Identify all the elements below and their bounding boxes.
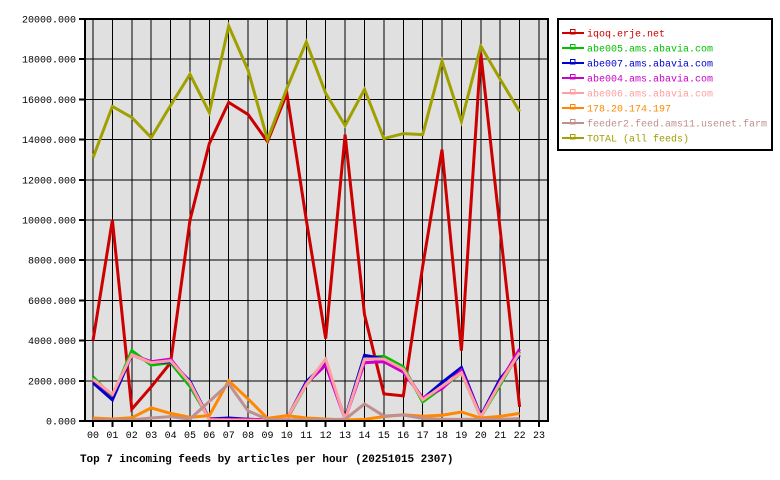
svg-text:abe006.ams.abavia.com: abe006.ams.abavia.com: [587, 89, 713, 101]
svg-text:10000.000: 10000.000: [22, 217, 76, 228]
svg-text:21: 21: [494, 431, 506, 442]
svg-text:6000.000: 6000.000: [28, 297, 76, 308]
svg-text:2000.000: 2000.000: [28, 377, 76, 388]
svg-text:0.000: 0.000: [46, 418, 76, 429]
svg-text:18: 18: [436, 431, 448, 442]
svg-text:abe005.ams.abavia.com: abe005.ams.abavia.com: [587, 44, 713, 56]
svg-text:12000.000: 12000.000: [22, 176, 76, 187]
svg-text:4000.000: 4000.000: [28, 337, 76, 348]
svg-text:20: 20: [475, 431, 487, 442]
svg-text:00: 00: [87, 431, 99, 442]
svg-text:abe007.ams.abavia.com: abe007.ams.abavia.com: [587, 59, 713, 71]
svg-text:16: 16: [397, 431, 409, 442]
svg-text:12: 12: [320, 431, 332, 442]
svg-text:22: 22: [514, 431, 526, 442]
svg-text:07: 07: [223, 431, 235, 442]
svg-text:14000.000: 14000.000: [22, 136, 76, 147]
svg-text:20000.000: 20000.000: [22, 16, 76, 27]
svg-text:15: 15: [378, 431, 390, 442]
svg-text:05: 05: [184, 431, 196, 442]
svg-text:feeder2.feed.ams11.usenet.farm: feeder2.feed.ams11.usenet.farm: [587, 119, 767, 131]
svg-text:06: 06: [203, 431, 215, 442]
svg-text:04: 04: [165, 431, 177, 442]
svg-text:19: 19: [455, 431, 467, 442]
svg-text:23: 23: [533, 431, 545, 442]
svg-text:02: 02: [126, 431, 138, 442]
svg-text:iqoq.erje.net: iqoq.erje.net: [587, 29, 665, 41]
svg-text:08: 08: [242, 431, 254, 442]
svg-text:10: 10: [281, 431, 293, 442]
svg-text:13: 13: [339, 431, 351, 442]
svg-text:17: 17: [417, 431, 429, 442]
svg-text:178.20.174.197: 178.20.174.197: [587, 105, 671, 116]
svg-text:abe004.ams.abavia.com: abe004.ams.abavia.com: [587, 74, 713, 86]
svg-text:Top 7 incoming feeds by articl: Top 7 incoming feeds by articles per hou…: [80, 454, 453, 466]
svg-text:14: 14: [358, 431, 370, 442]
svg-text:01: 01: [106, 431, 118, 442]
svg-text:09: 09: [261, 431, 273, 442]
svg-text:8000.000: 8000.000: [28, 257, 76, 268]
svg-text:11: 11: [300, 431, 312, 442]
svg-text:TOTAL (all feeds): TOTAL (all feeds): [587, 134, 689, 146]
svg-text:03: 03: [145, 431, 157, 442]
svg-text:16000.000: 16000.000: [22, 96, 76, 107]
svg-text:18000.000: 18000.000: [22, 56, 76, 67]
